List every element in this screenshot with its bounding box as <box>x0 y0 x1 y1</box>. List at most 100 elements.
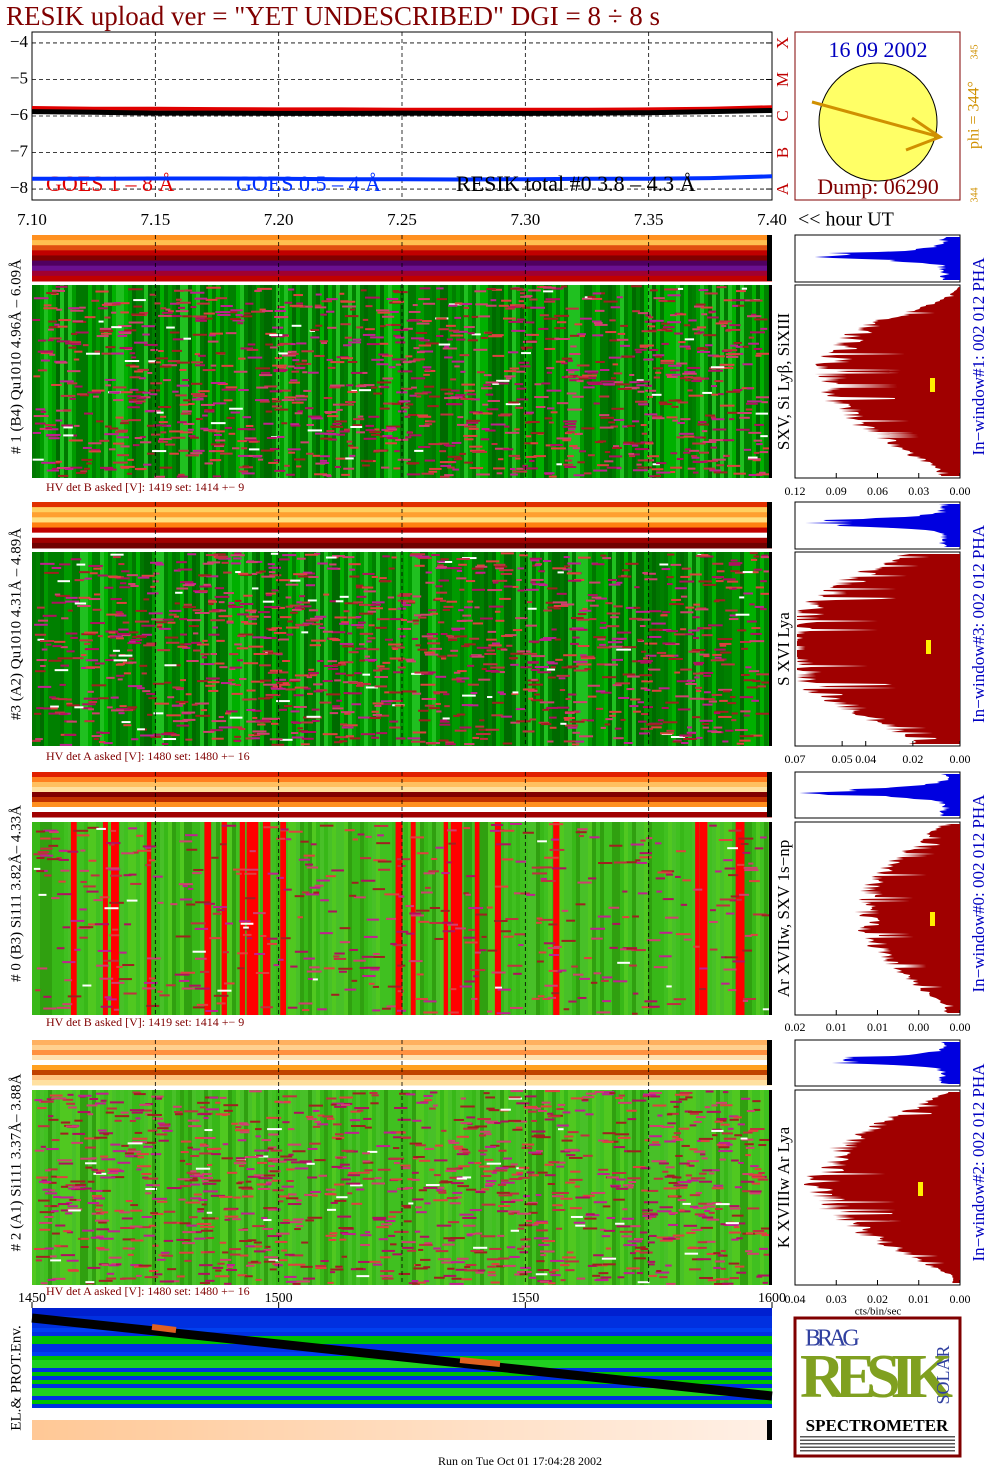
spectrum-column <box>632 822 636 1015</box>
spectrum-count <box>243 928 251 931</box>
spectrum-count <box>417 557 432 560</box>
spectrum-count <box>80 1157 95 1160</box>
spectrum-count <box>197 680 208 683</box>
spectrum-count <box>295 394 305 397</box>
spectrum-count <box>708 369 723 372</box>
spectrum-count <box>478 1165 490 1168</box>
spectrum-count <box>569 352 581 355</box>
spectrum-count <box>145 846 152 849</box>
spectrum-count <box>152 580 159 583</box>
spectrum-count <box>306 970 322 973</box>
spectrum-count <box>248 618 257 621</box>
spectrum-count <box>159 994 170 997</box>
spectrum-count <box>250 1120 261 1123</box>
spectrum-count <box>49 696 56 699</box>
spectrum-count <box>239 573 252 576</box>
spectrum-count <box>507 351 519 354</box>
spectrum-count <box>57 657 73 660</box>
spectrum-count <box>755 712 770 715</box>
spectrum-count <box>629 964 637 967</box>
spectrum-count <box>84 648 99 651</box>
spectrum-count <box>670 736 686 739</box>
spectrum-column <box>368 1090 372 1285</box>
spectrum-count <box>556 674 570 677</box>
spectrum-count <box>441 1129 447 1132</box>
spectrum-count <box>466 875 476 878</box>
spectrum-column <box>132 822 136 1015</box>
spectrum-column <box>348 552 352 746</box>
spectrum-count <box>425 368 431 371</box>
spectrum-count <box>356 626 364 629</box>
spectrum-count <box>197 1101 210 1104</box>
spectrum-count <box>568 371 575 374</box>
spectrum-count <box>184 643 192 646</box>
spectrum-count <box>703 334 717 337</box>
spectrum-count <box>573 669 588 672</box>
spectrum-count <box>397 594 411 597</box>
spectrum-count <box>646 395 654 398</box>
spectrum-count <box>74 424 80 427</box>
spectrum-count <box>275 579 290 582</box>
spectrum-count <box>67 995 82 998</box>
spectrum-count <box>158 314 172 317</box>
spectrum-count <box>398 400 411 403</box>
spectrum-column <box>728 822 732 1015</box>
spectrum-count <box>291 608 302 611</box>
spectrum-count <box>34 712 42 715</box>
spectrum-count <box>150 561 163 564</box>
spectrum-count <box>292 1282 301 1285</box>
spectrum-count <box>761 401 768 404</box>
spectrum-count <box>294 950 309 953</box>
spectrum-count <box>632 1012 638 1015</box>
spectrum-count <box>127 458 134 461</box>
spectrum-count <box>94 662 105 665</box>
spectrum-count <box>647 635 662 638</box>
spectrum-count <box>177 568 193 571</box>
spectrum-count <box>364 1169 373 1172</box>
spectrum-column <box>532 822 536 1015</box>
spectrum-count <box>155 563 165 566</box>
spectrum-count <box>436 317 447 320</box>
spectrum-count <box>698 289 709 292</box>
spectrum-count <box>627 1177 641 1180</box>
spectrum-count <box>363 437 377 440</box>
spectrum-count <box>418 1189 427 1192</box>
spectrum-column <box>360 1090 364 1285</box>
spectrum-count <box>716 286 727 289</box>
spectrum-column <box>52 285 56 478</box>
spectrum-count <box>147 592 159 595</box>
spectrum-count <box>263 422 274 425</box>
spectrum-count <box>687 1179 699 1182</box>
spectrum-count <box>679 734 693 737</box>
spectrum-count <box>392 648 399 651</box>
spectrum-column <box>512 285 516 478</box>
spectrum-count <box>36 707 44 710</box>
spectrum-column <box>380 822 384 1015</box>
spectrum-count <box>56 340 71 343</box>
spectrum-count <box>406 473 421 476</box>
spectrum-count <box>580 657 596 660</box>
spectrum-count <box>437 621 445 624</box>
spectrum-count <box>450 649 459 652</box>
spectrum-count <box>130 365 140 368</box>
spectrum-column <box>476 285 480 478</box>
spectrum-count <box>616 648 632 651</box>
spectrum-count <box>541 723 552 726</box>
spectrum-count <box>449 1282 464 1285</box>
spectrum-count <box>463 936 476 939</box>
spectrum-count <box>666 630 679 633</box>
spectrum-count <box>623 1244 637 1247</box>
spectrum-count <box>44 874 52 877</box>
spectrum-count <box>296 557 306 560</box>
spectrum-count <box>592 334 604 337</box>
spectrum-count <box>653 367 663 370</box>
spectrum-count <box>353 959 366 962</box>
spectrum-count <box>362 318 369 321</box>
spectrum-count <box>617 1136 631 1139</box>
spectrum-count <box>35 670 46 673</box>
spectrum-count <box>538 570 545 573</box>
spectrum-count <box>318 626 326 629</box>
spectrum-count <box>433 691 448 694</box>
spectrum-count <box>522 831 534 834</box>
spectrum-column <box>648 822 652 1015</box>
